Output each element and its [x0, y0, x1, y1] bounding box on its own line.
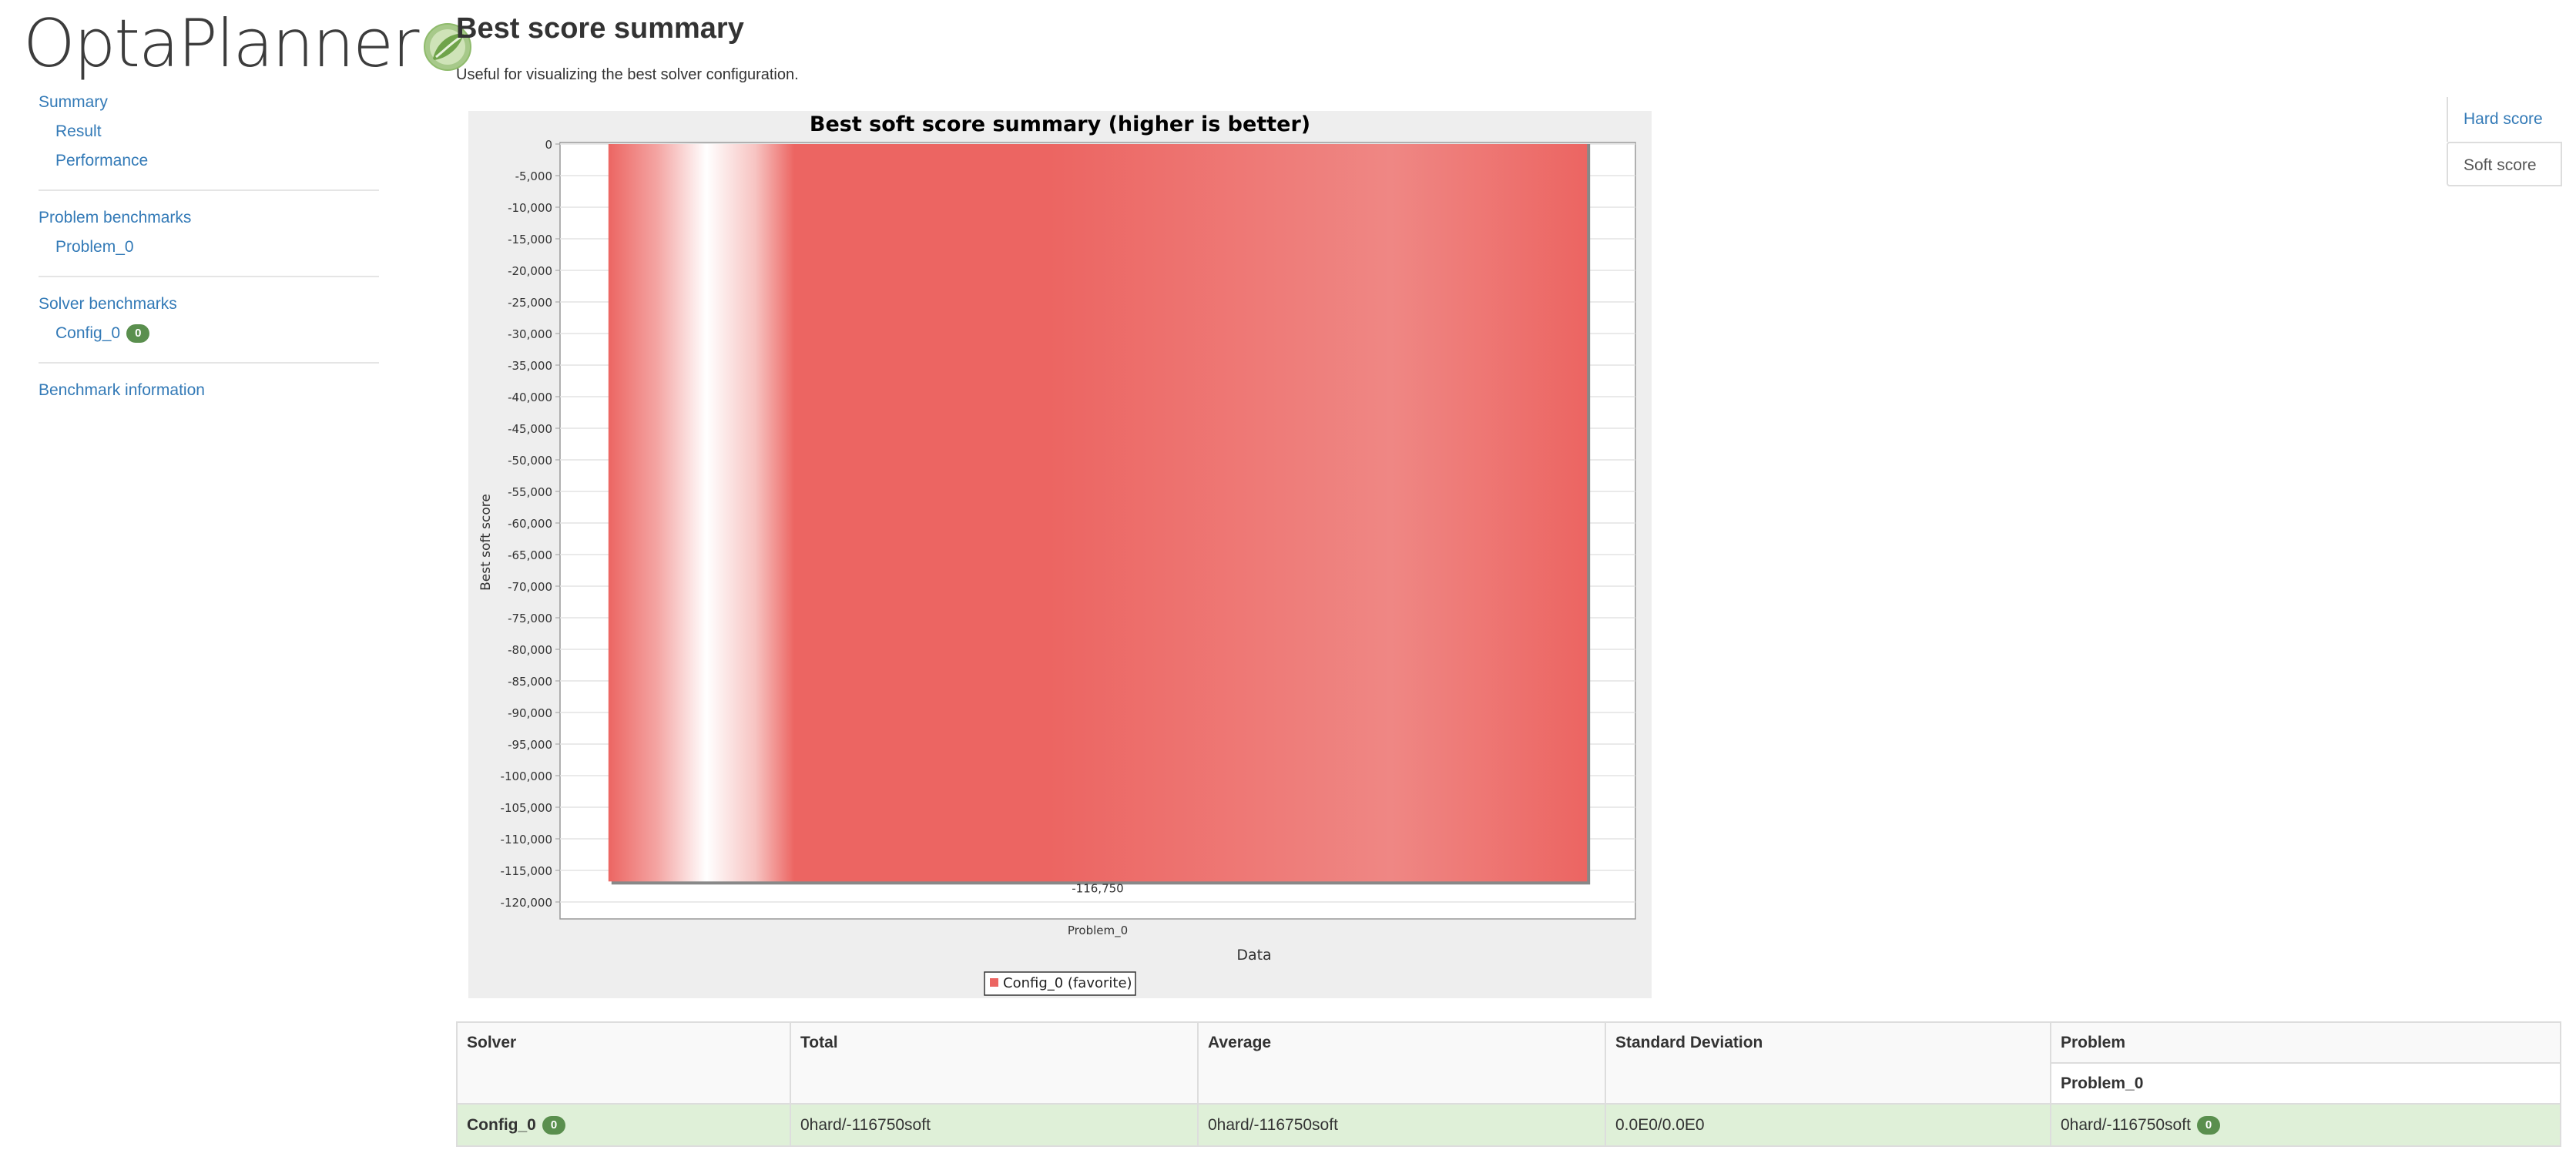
nav-divider — [39, 189, 379, 191]
bar-value-label: -116,750 — [1072, 881, 1123, 895]
bars — [608, 144, 1591, 885]
y-tick-label: -95,000 — [508, 738, 552, 752]
nav-divider — [39, 362, 379, 364]
page-title: Best score summary — [456, 12, 744, 45]
x-tick-label: Problem_0 — [1068, 924, 1128, 938]
y-tick-label: -15,000 — [508, 233, 552, 246]
y-tick-labels: 0 -5,000 -10,000 -15,000 -20,000 -25,000 -30,0… — [501, 138, 552, 910]
nav-config-0[interactable]: Config_0 — [55, 324, 121, 342]
table-row[interactable]: Config_0 0 0hard/-116750soft 0hard/-11675… — [456, 1103, 2561, 1147]
header-average: Average — [1197, 1021, 1606, 1105]
bar — [608, 144, 1588, 882]
y-tick-label: -75,000 — [508, 612, 552, 625]
optaplanner-logo: OptaPlanner — [23, 9, 473, 79]
favorite-rank-badge: 0 — [542, 1115, 566, 1135]
legend-swatch — [990, 978, 998, 987]
nav-benchmark-information[interactable]: Benchmark information — [39, 381, 205, 399]
y-tick-label: 0 — [545, 138, 552, 152]
y-tick-label: -35,000 — [508, 359, 552, 373]
y-tick-label: -25,000 — [508, 296, 552, 310]
best-soft-score-chart: Best soft score summary (higher is bette… — [468, 111, 1652, 998]
y-tick-label: -50,000 — [508, 454, 552, 468]
y-tick-label: -85,000 — [508, 675, 552, 689]
cell-solver: Config_0 0 — [456, 1103, 791, 1147]
nav-solver-benchmarks[interactable]: Solver benchmarks — [39, 295, 177, 313]
legend-box — [984, 971, 1136, 996]
x-axis-label: Data — [1236, 947, 1271, 964]
best-score-table: Solver Total Average Standard Deviation … — [456, 1021, 2561, 1147]
nav-summary[interactable]: Summary — [39, 93, 108, 111]
y-tick-label: -45,000 — [508, 422, 552, 436]
page-description: Useful for visualizing the best solver c… — [456, 66, 799, 83]
y-tick-label: -70,000 — [508, 580, 552, 594]
legend-label: Config_0 (favorite) — [1003, 975, 1132, 991]
y-tick-label: -20,000 — [508, 264, 552, 278]
cell-average: 0hard/-116750soft — [1197, 1103, 1606, 1147]
y-tick-label: -105,000 — [501, 801, 552, 815]
logo-text: OptaPlanner — [23, 5, 419, 82]
favorite-rank-badge: 0 — [126, 324, 150, 343]
chart-title: Best soft score summary (higher is bette… — [810, 112, 1310, 136]
header-total: Total — [790, 1021, 1199, 1105]
y-tick-label: -120,000 — [501, 896, 552, 910]
table-subheader-row: Problem_0 — [457, 1062, 2561, 1105]
y-tick-label: -5,000 — [515, 169, 552, 183]
tab-soft-score[interactable]: Soft score — [2447, 142, 2562, 186]
header-problem: Problem — [2050, 1021, 2561, 1064]
header-solver: Solver — [456, 1021, 791, 1105]
y-tick-label: -80,000 — [508, 643, 552, 657]
solver-name: Config_0 — [467, 1115, 536, 1134]
nav-divider — [39, 276, 379, 277]
tab-hard-score[interactable]: Hard score — [2447, 97, 2562, 142]
cell-standard-deviation: 0.0E0/0.0E0 — [1605, 1103, 2051, 1147]
chart-svg: Best soft score summary (higher is bette… — [468, 111, 1652, 998]
y-tick-label: -115,000 — [501, 864, 552, 878]
table-header-row: Solver Total Average Standard Deviation … — [456, 1021, 2561, 1105]
score-tabs: Hard score Soft score — [2447, 97, 2562, 186]
optaplanner-leaf-icon — [424, 23, 472, 71]
nav-config-0-item[interactable]: Config_0 0 — [39, 320, 379, 350]
y-tick-label: -55,000 — [508, 485, 552, 499]
y-tick-label: -110,000 — [501, 833, 552, 847]
header-problem-0: Problem_0 — [2050, 1062, 2561, 1105]
cell-total: 0hard/-116750soft — [790, 1103, 1199, 1147]
y-axis-label: Best soft score — [478, 494, 494, 591]
y-tick-label: -40,000 — [508, 391, 552, 404]
y-tick-label: -10,000 — [508, 201, 552, 215]
problem-0-score: 0hard/-116750soft — [2061, 1115, 2191, 1134]
y-tick-label: -30,000 — [508, 327, 552, 341]
bar-labels: -116,750 — [1072, 881, 1123, 895]
y-tick-label: -60,000 — [508, 517, 552, 531]
favorite-rank-badge: 0 — [2196, 1115, 2221, 1135]
nav-performance[interactable]: Performance — [55, 152, 149, 169]
chart-legend: Config_0 (favorite) — [984, 971, 1136, 996]
nav-problem-benchmarks[interactable]: Problem benchmarks — [39, 209, 192, 226]
cell-problem-0: 0hard/-116750soft 0 — [2050, 1103, 2561, 1147]
y-tick-label: -100,000 — [501, 769, 552, 783]
x-tick-labels: Problem_0 — [1068, 924, 1128, 938]
header-standard-deviation: Standard Deviation — [1605, 1021, 2051, 1105]
sidebar-nav: Summary Result Performance Problem bench… — [39, 89, 379, 407]
nav-result[interactable]: Result — [55, 122, 102, 140]
y-tick-label: -90,000 — [508, 706, 552, 720]
y-tick-label: -65,000 — [508, 548, 552, 562]
nav-problem-0[interactable]: Problem_0 — [55, 238, 134, 256]
